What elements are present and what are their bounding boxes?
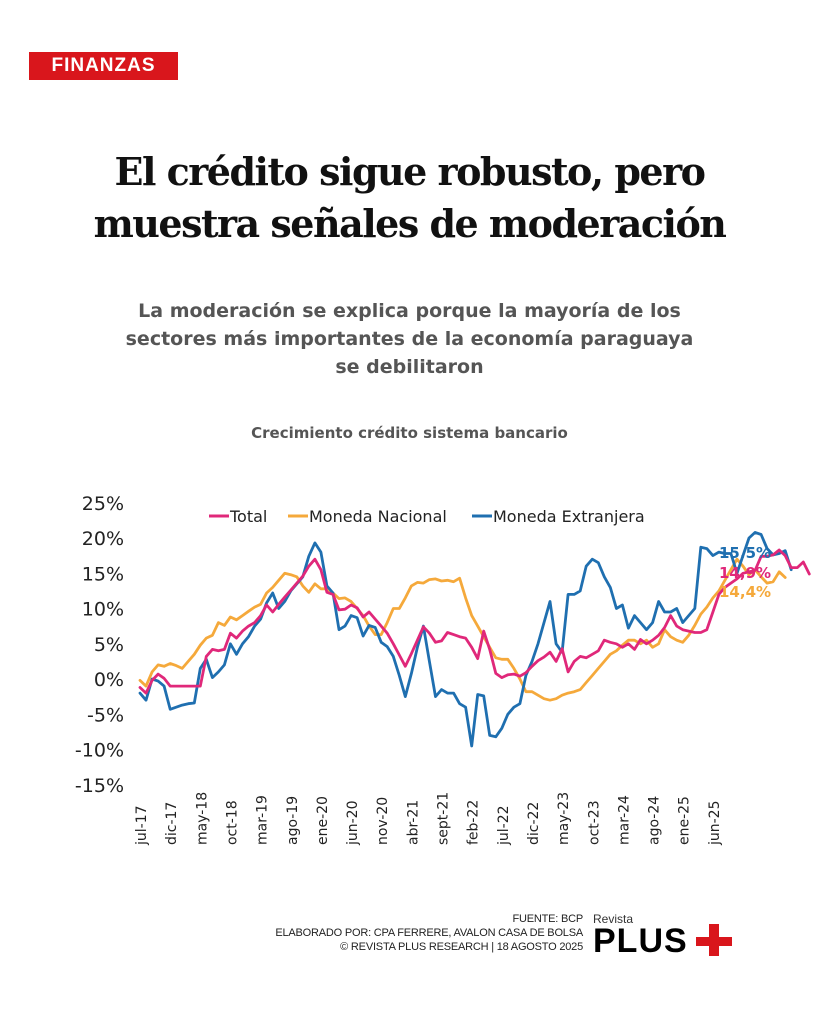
- y-tick-label: 20%: [82, 528, 124, 550]
- x-tick-label: may-23: [556, 792, 572, 845]
- subheadline: La moderación se explica porque la mayor…: [0, 297, 819, 381]
- subheadline-line-3: se debilitaron: [335, 356, 484, 378]
- x-tick-label: may-18: [194, 792, 210, 845]
- x-tick-label: ago-24: [647, 796, 663, 845]
- x-tick-label: ene-20: [315, 796, 331, 845]
- series-lines: [138, 531, 811, 748]
- y-tick-label: 15%: [82, 563, 124, 585]
- plus-cross-icon: [695, 924, 732, 956]
- end-value-label: 14,9%: [719, 564, 771, 582]
- x-tick-label: dic-22: [526, 802, 542, 845]
- footer-credits: FUENTE: BCP ELABORADO POR: CPA FERRERE, …: [275, 912, 583, 954]
- headline: El crédito sigue robusto, pero muestra s…: [0, 146, 819, 250]
- headline-line-1: El crédito sigue robusto, pero: [114, 149, 706, 194]
- logo-big-text: PLUS: [593, 922, 732, 960]
- x-tick-label: oct-18: [224, 800, 240, 845]
- series-line-moneda-nacional: [138, 557, 787, 702]
- y-tick-label: 25%: [82, 493, 124, 515]
- x-tick-label: ene-25: [677, 796, 693, 845]
- subheadline-line-1: La moderación se explica porque la mayor…: [138, 300, 681, 322]
- x-tick-label: jun-20: [345, 800, 361, 846]
- x-tick-label: ago-19: [285, 796, 301, 845]
- legend-label: Moneda Nacional: [309, 507, 447, 526]
- y-tick-label: -15%: [75, 775, 124, 797]
- series-line-total: [138, 548, 811, 695]
- subheadline-line-2: sectores más importantes de la economía …: [125, 328, 694, 350]
- end-labels: 14,9%14,4% 15,5%: [719, 544, 771, 601]
- x-axis: jul-17 dic-17 may-18 oct-18 mar-19 ago-19 ene-…: [134, 792, 723, 846]
- y-tick-label: -5%: [87, 704, 124, 726]
- x-tick-label: feb-22: [466, 800, 482, 845]
- legend-label: Moneda Extranjera: [493, 507, 645, 526]
- y-axis: 25% 20% 15% 10% 5% 0% -5% -10% -15%: [75, 493, 124, 797]
- end-value-label: 14,4%: [719, 583, 771, 601]
- end-value-label: 15,5%: [719, 544, 771, 562]
- section-tag: FINANZAS: [29, 52, 178, 80]
- footer-prepared-by: ELABORADO POR: CPA FERRERE, AVALON CASA …: [275, 927, 583, 939]
- x-tick-label: oct-23: [586, 800, 602, 845]
- y-tick-label: 0%: [94, 669, 124, 691]
- line-chart: 25% 20% 15% 10% 5% 0% -5% -10% -15% jul-17 dic-17…: [75, 493, 811, 846]
- legend: Total Moneda Nacional Moneda Extranjera: [209, 507, 645, 526]
- revista-plus-logo: Revista PLUS: [593, 912, 732, 960]
- x-tick-label: jul-22: [496, 805, 512, 846]
- y-tick-label: 10%: [82, 599, 124, 621]
- footer-copyright: © REVISTA PLUS RESEARCH | 18 AGOSTO 2025: [340, 941, 583, 953]
- series-line-moneda-extranjera: [138, 531, 793, 748]
- x-tick-label: jul-17: [134, 805, 150, 846]
- y-tick-label: 5%: [94, 634, 124, 656]
- logo-plus-word: PLUS: [593, 922, 688, 960]
- x-tick-label: nov-20: [375, 797, 391, 845]
- legend-label: Total: [229, 507, 267, 526]
- logo-small-text: Revista: [593, 912, 634, 926]
- x-tick-label: mar-24: [616, 795, 632, 845]
- footer-source: FUENTE: BCP: [512, 913, 583, 925]
- headline-line-2: muestra señales de moderación: [93, 201, 727, 246]
- x-tick-label: jun-25: [707, 800, 723, 846]
- x-tick-label: sept-21: [436, 792, 452, 845]
- x-tick-label: dic-17: [164, 802, 180, 845]
- x-tick-label: mar-19: [255, 795, 271, 845]
- chart-title: Crecimiento crédito sistema bancario: [251, 424, 568, 442]
- x-tick-label: abr-21: [405, 800, 421, 845]
- y-tick-label: -10%: [75, 740, 124, 762]
